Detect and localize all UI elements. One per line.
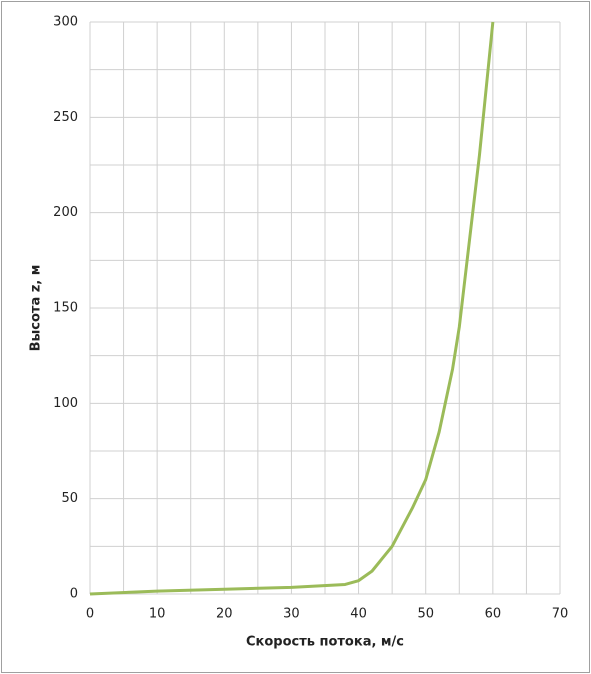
- x-tick-label: 50: [417, 607, 434, 622]
- y-tick-label: 150: [53, 301, 78, 316]
- y-tick-label: 300: [53, 15, 78, 30]
- x-tick-label: 10: [149, 607, 166, 622]
- y-tick-label: 50: [61, 491, 78, 506]
- y-tick-label: 200: [53, 205, 78, 220]
- x-tick-label: 20: [216, 607, 233, 622]
- x-tick-label: 0: [86, 607, 94, 622]
- data-line: [89, 21, 495, 596]
- x-tick-label: 30: [283, 607, 300, 622]
- y-axis-title: Высота z, м: [29, 265, 44, 352]
- x-tick-label: 70: [552, 607, 569, 622]
- x-axis-title: Скорость потока, м/с: [246, 635, 404, 650]
- y-tick-label: 100: [53, 396, 78, 411]
- y-tick-label: 0: [70, 587, 78, 602]
- y-tick-label: 250: [53, 110, 78, 125]
- x-tick-label: 40: [350, 607, 367, 622]
- x-tick-label: 60: [485, 607, 502, 622]
